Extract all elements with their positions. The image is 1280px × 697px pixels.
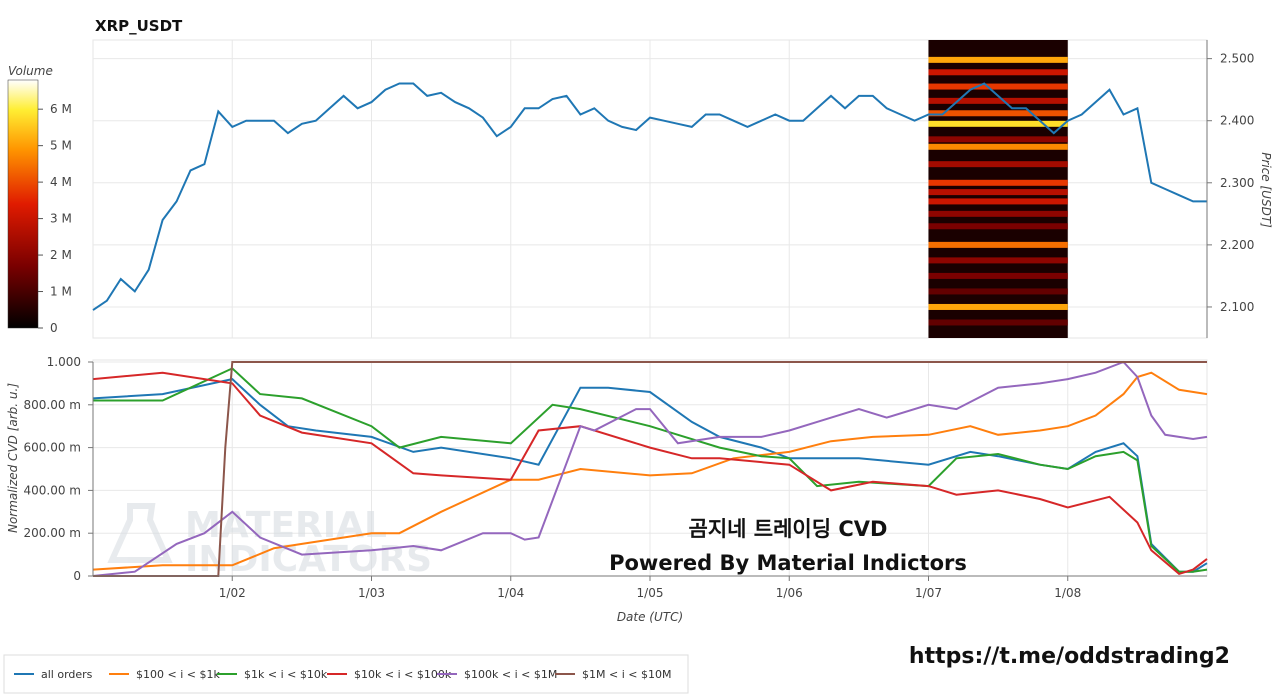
price-tick-label: 2.100 <box>1220 300 1254 314</box>
cvd-ytick-label: 200.00 m <box>24 526 82 540</box>
heatmap-level <box>928 120 1068 127</box>
watermark-line1: MATERIAL <box>185 505 387 546</box>
price-tick-label: 2.200 <box>1220 238 1254 252</box>
colorbar-tick-label: 6 M <box>50 102 72 116</box>
colorbar-tick-label: 4 M <box>50 175 72 189</box>
heatmap-level <box>928 97 1068 104</box>
cvd-y-label: Normalized CVD [arb. u.] <box>6 383 20 533</box>
orderbook-heatmap <box>928 40 1068 338</box>
cvd-line <box>92 360 1208 577</box>
legend-label: $100 < i < $1k <box>136 668 220 681</box>
colorbar-tick-label: 5 M <box>50 139 72 153</box>
cvd-y-ticks: 0 200.00 m 400.00 m 600.00 m 800.00 m 1.000 <box>24 355 94 583</box>
heatmap-level <box>928 179 1068 186</box>
price-series <box>92 82 1207 311</box>
legend: all orders $100 < i < $1k $1k < i < $10k $1… <box>14 668 671 681</box>
price-tick-label: 2.300 <box>1220 176 1254 190</box>
legend-label: $100k < i < $1M <box>464 668 557 681</box>
telegram-link[interactable]: https://t.me/oddstrading2 <box>909 644 1230 669</box>
heatmap-level <box>928 210 1068 217</box>
heatmap-background <box>928 40 1068 338</box>
price-y-label: Price [USDT] <box>1259 152 1273 228</box>
colorbar-tick-label: 2 M <box>50 248 72 262</box>
cvd-xtick-label: 1/04 <box>497 586 524 600</box>
colorbar-title: Volume <box>8 64 53 78</box>
cvd-xtick-label: 1/02 <box>219 586 246 600</box>
colorbar-tick-label: 3 M <box>50 212 72 226</box>
watermark-logo: MATERIAL INDICATORS <box>107 503 432 580</box>
cvd-ytick-label: 400.00 m <box>24 483 82 497</box>
cvd-line <box>93 367 1208 573</box>
colorbar-ticks: 0 1 M 2 M 3 M 4 M 5 M 6 M <box>38 102 72 335</box>
legend-item[interactable]: $1M < i < $10M <box>555 668 671 681</box>
price-y-ticks: 2.100 2.200 2.300 2.400 2.500 <box>1206 40 1254 338</box>
overlay-subtitle: Powered By Material Indictors <box>609 551 967 575</box>
legend-item[interactable]: $100k < i < $1M <box>437 668 557 681</box>
price-tick-label: 2.500 <box>1220 52 1254 66</box>
legend-label: $1M < i < $10M <box>582 668 671 681</box>
heatmap-level <box>928 56 1068 63</box>
cvd-xtick-label: 1/03 <box>358 586 385 600</box>
colorbar-tick-label: 0 <box>50 321 58 335</box>
cvd-xtick-label: 1/08 <box>1054 586 1081 600</box>
heatmap-level <box>928 272 1068 279</box>
heatmap-level <box>928 198 1068 205</box>
cvd-ytick-label: 800.00 m <box>24 398 82 412</box>
legend-item[interactable]: $100 < i < $1k <box>109 668 220 681</box>
heatmap-level <box>928 223 1068 230</box>
legend-label: all orders <box>41 668 93 681</box>
cvd-line <box>92 371 1208 571</box>
watermark-line2: INDICATORS <box>185 539 432 580</box>
heatmap-level <box>928 161 1068 168</box>
heatmap-level <box>928 303 1068 310</box>
cvd-xtick-label: 1/07 <box>915 586 942 600</box>
legend-label: $10k < i < $100k <box>354 668 452 681</box>
colorbar <box>7 79 39 329</box>
heatmap-level <box>928 257 1068 264</box>
cvd-x-label: Date (UTC) <box>617 610 683 624</box>
cvd-ytick-label: 0 <box>73 569 81 583</box>
heatmap-level <box>928 189 1068 196</box>
colorbar-tick-label: 1 M <box>50 285 72 299</box>
heatmap-level <box>928 110 1068 117</box>
cvd-x-ticks: 1/02 1/03 1/04 1/05 1/06 1/07 1/08 <box>93 575 1207 600</box>
heatmap-level <box>928 241 1068 248</box>
legend-item[interactable]: $1k < i < $10k <box>217 668 328 681</box>
price-line <box>92 82 1207 311</box>
overlay-title: 곰지네 트레이딩 CVD <box>689 517 888 541</box>
heatmap-level <box>928 69 1068 76</box>
cvd-ytick-label: 1.000 <box>47 355 81 369</box>
heatmap-level <box>928 288 1068 295</box>
price-tick-label: 2.400 <box>1220 114 1254 128</box>
legend-item[interactable]: $10k < i < $100k <box>327 668 452 681</box>
legend-item[interactable]: all orders <box>14 668 93 681</box>
cvd-xtick-label: 1/06 <box>776 586 803 600</box>
legend-label: $1k < i < $10k <box>244 668 328 681</box>
heatmap-level <box>928 83 1068 90</box>
cvd-ytick-label: 600.00 m <box>24 441 82 455</box>
heatmap-level <box>928 319 1068 326</box>
heatmap-level <box>928 136 1068 143</box>
cvd-line <box>92 371 1208 576</box>
cvd-xtick-label: 1/05 <box>637 586 664 600</box>
price-chart-title: XRP_USDT <box>95 17 183 35</box>
heatmap-level <box>928 143 1068 150</box>
